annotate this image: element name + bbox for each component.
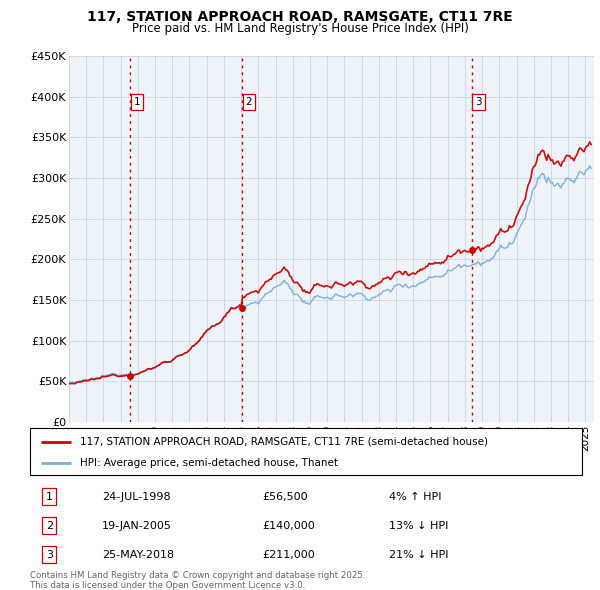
Text: 4% ↑ HPI: 4% ↑ HPI	[389, 491, 442, 502]
Text: 1: 1	[134, 97, 140, 107]
Text: 2: 2	[46, 521, 53, 531]
Text: 3: 3	[475, 97, 482, 107]
Text: 117, STATION APPROACH ROAD, RAMSGATE, CT11 7RE (semi-detached house): 117, STATION APPROACH ROAD, RAMSGATE, CT…	[80, 437, 488, 447]
Text: £211,000: £211,000	[262, 550, 314, 560]
Text: £56,500: £56,500	[262, 491, 307, 502]
Text: £140,000: £140,000	[262, 521, 314, 531]
Text: Price paid vs. HM Land Registry's House Price Index (HPI): Price paid vs. HM Land Registry's House …	[131, 22, 469, 35]
Text: 117, STATION APPROACH ROAD, RAMSGATE, CT11 7RE: 117, STATION APPROACH ROAD, RAMSGATE, CT…	[87, 10, 513, 24]
Text: 2: 2	[245, 97, 252, 107]
Text: 1: 1	[46, 491, 53, 502]
Text: 24-JUL-1998: 24-JUL-1998	[102, 491, 170, 502]
Text: 19-JAN-2005: 19-JAN-2005	[102, 521, 172, 531]
Text: This data is licensed under the Open Government Licence v3.0.: This data is licensed under the Open Gov…	[30, 581, 305, 589]
Text: 25-MAY-2018: 25-MAY-2018	[102, 550, 174, 560]
Text: HPI: Average price, semi-detached house, Thanet: HPI: Average price, semi-detached house,…	[80, 458, 338, 468]
Text: 3: 3	[46, 550, 53, 560]
Text: 21% ↓ HPI: 21% ↓ HPI	[389, 550, 448, 560]
Text: 13% ↓ HPI: 13% ↓ HPI	[389, 521, 448, 531]
Text: Contains HM Land Registry data © Crown copyright and database right 2025.: Contains HM Land Registry data © Crown c…	[30, 571, 365, 579]
